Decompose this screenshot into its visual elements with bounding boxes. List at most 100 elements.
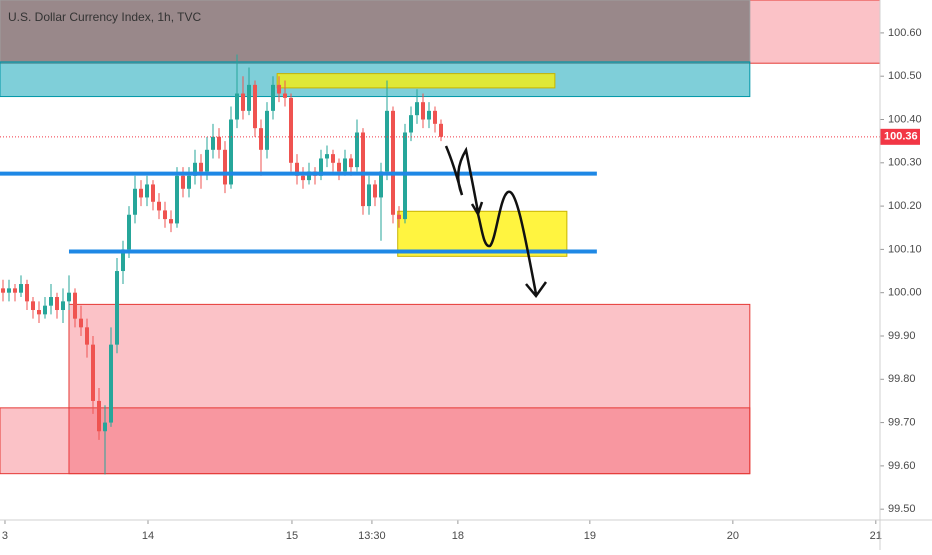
y-tick-label: 99.80 bbox=[888, 373, 916, 385]
candle-body bbox=[403, 132, 407, 220]
candle-body bbox=[355, 132, 359, 168]
y-tick-label: 100.20 bbox=[888, 200, 922, 212]
x-tick-label: 18 bbox=[452, 530, 464, 542]
candle-body bbox=[181, 175, 185, 189]
candle-body bbox=[391, 110, 395, 215]
candle-body bbox=[79, 318, 83, 328]
candle-body bbox=[55, 297, 59, 311]
x-tick-label: 19 bbox=[584, 530, 596, 542]
candle-body bbox=[1, 288, 5, 293]
candle-body bbox=[433, 110, 437, 124]
candle-body bbox=[169, 219, 173, 224]
y-tick-label: 99.50 bbox=[888, 503, 916, 515]
candle-body bbox=[235, 93, 239, 120]
candle-body bbox=[103, 422, 107, 432]
candle-body bbox=[427, 110, 431, 120]
drawn-arrow bbox=[444, 145, 484, 217]
candle-body bbox=[211, 136, 215, 150]
candle-body bbox=[415, 102, 419, 116]
zone bbox=[276, 73, 556, 89]
candle-body bbox=[343, 158, 347, 172]
candle-body bbox=[265, 110, 269, 150]
candle-body bbox=[151, 184, 155, 202]
candle-body bbox=[283, 93, 287, 98]
candle-body bbox=[385, 110, 389, 172]
candle-body bbox=[379, 171, 383, 198]
y-tick-label: 100.00 bbox=[888, 287, 922, 299]
y-tick-label: 100.60 bbox=[888, 27, 922, 39]
last-price-label: 100.36 bbox=[884, 131, 918, 143]
x-tick-label: 13:30 bbox=[358, 530, 386, 542]
candle-body bbox=[199, 162, 203, 172]
candle-body bbox=[271, 84, 275, 111]
y-tick-label: 99.60 bbox=[888, 460, 916, 472]
candle-body bbox=[223, 149, 227, 185]
zone bbox=[0, 0, 751, 64]
candle-body bbox=[145, 184, 149, 198]
candle-body bbox=[193, 162, 197, 176]
candle-body bbox=[91, 344, 95, 401]
y-tick-label: 100.10 bbox=[888, 243, 922, 255]
candle-body bbox=[439, 123, 443, 137]
y-tick-label: 99.90 bbox=[888, 330, 916, 342]
y-tick-label: 100.40 bbox=[888, 113, 922, 125]
candle-body bbox=[253, 84, 257, 129]
candle-body bbox=[361, 132, 365, 207]
x-tick-label: 14 bbox=[142, 530, 154, 542]
candle-body bbox=[139, 188, 143, 198]
candle-body bbox=[229, 119, 233, 185]
y-tick-label: 100.50 bbox=[888, 70, 922, 82]
candle-body bbox=[127, 214, 131, 250]
candle-body bbox=[409, 115, 413, 133]
candle-body bbox=[307, 171, 311, 181]
candle-body bbox=[325, 154, 329, 159]
candle-body bbox=[217, 136, 221, 150]
candle-body bbox=[163, 210, 167, 220]
candle-body bbox=[241, 93, 245, 111]
candle-body bbox=[175, 175, 179, 224]
candle-body bbox=[319, 158, 323, 176]
candle-body bbox=[289, 97, 293, 163]
candle-body bbox=[121, 249, 125, 272]
candle-body bbox=[37, 310, 41, 315]
x-tick-label: 21 bbox=[870, 530, 882, 542]
y-tick-label: 100.30 bbox=[888, 157, 922, 169]
candle-body bbox=[349, 158, 353, 168]
candle-body bbox=[13, 288, 17, 293]
chart-title: U.S. Dollar Currency Index, 1h, TVC bbox=[8, 10, 202, 24]
candle-body bbox=[247, 84, 251, 111]
candle-body bbox=[205, 149, 209, 172]
candle-body bbox=[43, 305, 47, 315]
candle-body bbox=[73, 292, 77, 319]
candle-body bbox=[373, 184, 377, 198]
candle-body bbox=[97, 400, 101, 432]
zone bbox=[0, 407, 751, 475]
candle-body bbox=[19, 284, 23, 293]
candle-body bbox=[31, 301, 35, 311]
candle-body bbox=[337, 162, 341, 172]
zone bbox=[68, 303, 751, 475]
candle-body bbox=[259, 128, 263, 150]
candle-body bbox=[421, 102, 425, 120]
candle-body bbox=[133, 188, 137, 215]
candle-body bbox=[397, 214, 401, 220]
x-tick-label: 3 bbox=[2, 530, 8, 542]
candle-body bbox=[109, 344, 113, 423]
candle-body bbox=[25, 284, 29, 302]
candle-body bbox=[157, 201, 161, 211]
candle-body bbox=[67, 292, 71, 302]
x-tick-label: 15 bbox=[286, 530, 298, 542]
drawn-arrow bbox=[476, 190, 548, 299]
candle-body bbox=[187, 175, 191, 189]
candle-body bbox=[367, 184, 371, 207]
candle-body bbox=[115, 271, 119, 345]
candle-body bbox=[85, 327, 89, 345]
candle-body bbox=[49, 297, 53, 306]
y-tick-label: 99.70 bbox=[888, 416, 916, 428]
candle-body bbox=[7, 288, 11, 293]
candle-body bbox=[331, 154, 335, 163]
candle-body bbox=[61, 301, 65, 311]
x-tick-label: 20 bbox=[727, 530, 739, 542]
